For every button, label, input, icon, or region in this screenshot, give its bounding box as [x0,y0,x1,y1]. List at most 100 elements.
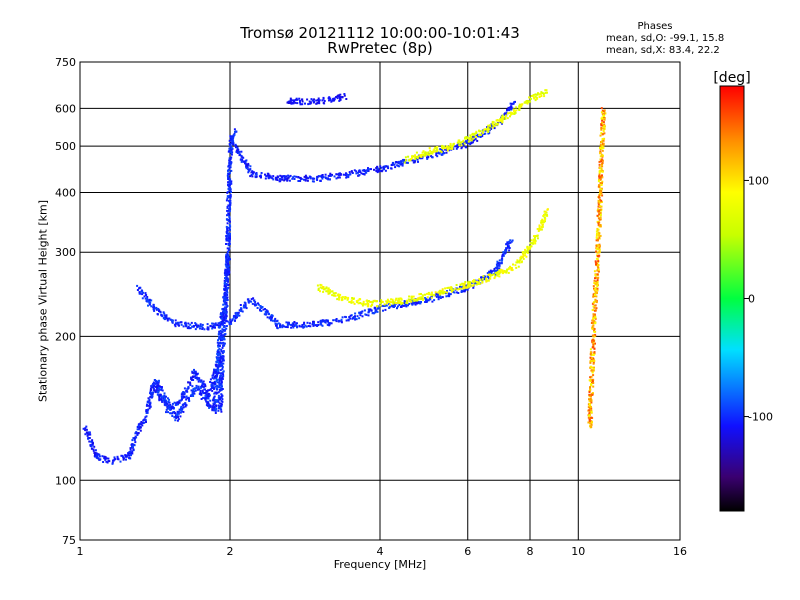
echo-point [278,180,281,183]
echo-point [225,275,228,278]
echo-point [134,437,136,440]
plot-frame [79,61,681,541]
echo-point [501,253,504,256]
echo-point [224,291,227,294]
echo-point [243,304,245,307]
echo-point [108,460,111,463]
echo-point [145,412,148,414]
echo-point [536,97,539,100]
echo-point [442,290,445,293]
echo-point [460,147,463,150]
echo-point [215,408,218,410]
echo-point [225,315,228,318]
echo-point [286,179,289,181]
echo-point [498,269,501,272]
echo-point [285,321,288,324]
echo-point [322,102,325,104]
echo-point [462,283,465,286]
echo-point [220,348,223,351]
x-tick-label: 1 [77,545,84,558]
echo-point [145,415,148,418]
echo-point [130,451,133,454]
echo-point [468,285,471,288]
echo-point [590,352,593,355]
echo-point [594,342,596,345]
echo-point [599,152,602,155]
echo-point [332,294,335,297]
echo-point [326,290,329,293]
echo-point [102,461,105,463]
echo-point [244,162,246,165]
echo-point [487,124,490,127]
echo-point [381,301,384,303]
echo-point [600,128,603,131]
echo-point [589,365,592,368]
echo-point [218,405,221,408]
echo-point [215,368,218,371]
echo-point [598,170,601,173]
echo-point [484,129,487,132]
echo-point [336,97,339,100]
echo-point [499,270,502,273]
echo-point [468,138,471,141]
echo-point [228,321,231,324]
echo-point [593,351,596,354]
echo-point [322,286,324,289]
echo-point [158,397,161,400]
echo-point [596,265,599,268]
echo-point [143,418,146,421]
echo-point [221,377,224,379]
echo-point [299,103,302,106]
echo-point [598,236,601,239]
echo-point [595,280,598,283]
echo-point [416,158,419,161]
echo-point [426,157,429,160]
echo-point [223,334,226,337]
echo-point [180,409,183,411]
echo-point [592,341,595,344]
echo-point [87,437,90,440]
echo-point [333,175,336,178]
echo-point [597,217,600,220]
echo-point [507,268,510,271]
echo-point [240,160,243,163]
echo-point [477,135,480,138]
echo-point [402,304,405,307]
echo-point [598,243,601,246]
echo-point [601,158,604,161]
echo-point [223,338,226,341]
echo-point [425,301,428,303]
echo-point [601,162,604,164]
echo-point [309,325,312,328]
echo-point [131,443,134,446]
echo-point [229,186,232,189]
echo-point [145,297,148,300]
echo-point [417,160,419,163]
echo-point [219,316,222,318]
echo-point [485,280,488,283]
echo-point [292,323,295,326]
echo-point [439,291,442,294]
echo-point [537,92,539,95]
echo-point [362,300,365,303]
echo-point [185,398,188,401]
echo-point [484,128,486,131]
echo-point [350,170,353,173]
echo-point [390,301,393,304]
echo-point [226,214,228,217]
echo-point [590,426,593,428]
echo-point [595,239,598,242]
echo-point [224,268,227,271]
echo-point [363,169,366,172]
echo-point [599,166,602,169]
echo-point [217,399,220,402]
echo-point [207,328,210,331]
echo-point [230,180,233,183]
echo-point [149,395,152,398]
echo-point [448,294,451,297]
echo-point [601,145,604,148]
echo-point [156,382,159,385]
echo-point [446,290,448,293]
echo-point [496,262,499,265]
echo-point [338,176,341,179]
